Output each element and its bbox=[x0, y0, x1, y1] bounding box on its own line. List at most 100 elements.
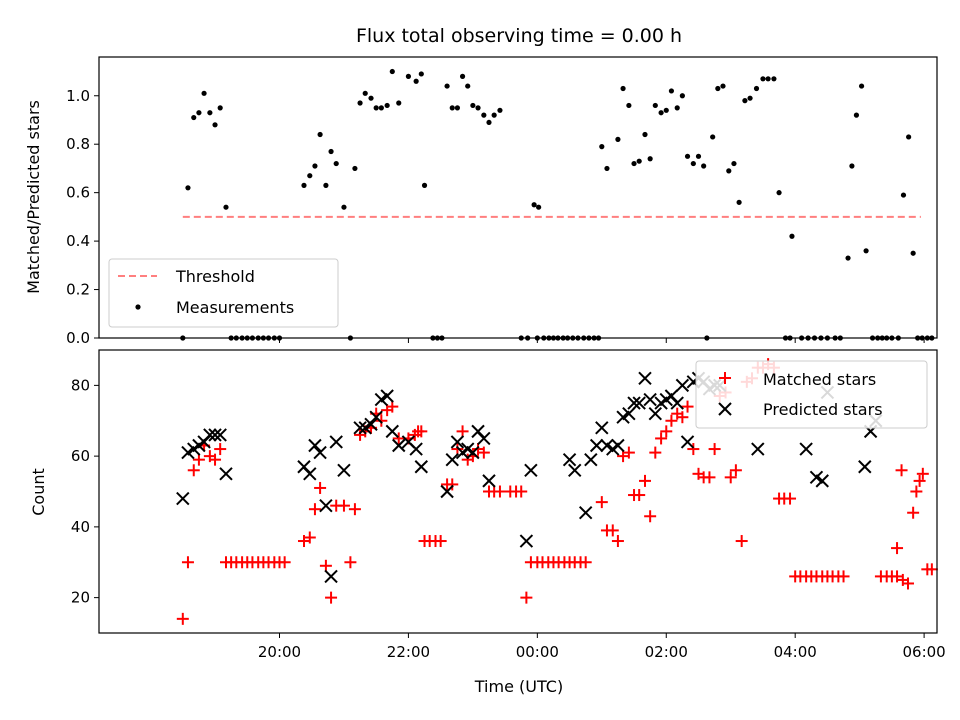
predicted-stars-point bbox=[308, 438, 322, 453]
predicted-stars-point bbox=[611, 438, 625, 453]
measurement-point bbox=[853, 112, 860, 118]
measurement-point bbox=[771, 76, 777, 82]
matched-stars-point bbox=[325, 591, 338, 604]
matched-stars-point bbox=[308, 503, 321, 516]
measurement-point bbox=[454, 105, 461, 111]
measurement-point bbox=[858, 83, 865, 89]
measurement-point bbox=[307, 173, 313, 179]
ratio-legend: Threshold Measurements bbox=[108, 258, 339, 328]
predicted-stars-point bbox=[353, 421, 367, 435]
matched-stars-point bbox=[456, 425, 469, 438]
predicted-stars-point bbox=[176, 491, 190, 506]
predicted-stars-point bbox=[680, 435, 695, 449]
measurement-point bbox=[207, 110, 213, 116]
matched-stars-point bbox=[916, 467, 929, 480]
matched-stars-point bbox=[209, 453, 222, 466]
measurement-point bbox=[201, 90, 207, 96]
matched-stars-point bbox=[515, 485, 528, 498]
measurement-point bbox=[418, 71, 424, 77]
measurement-point bbox=[531, 202, 537, 208]
matched-stars-point bbox=[595, 496, 608, 509]
measurement-point bbox=[317, 131, 323, 138]
predicted-stars-point bbox=[450, 435, 465, 449]
predicted-stars-point bbox=[409, 442, 423, 456]
measurement-point bbox=[604, 165, 610, 172]
predicted-stars-point bbox=[632, 396, 646, 410]
measurement-point bbox=[658, 110, 664, 116]
measurement-point bbox=[368, 95, 374, 101]
predicted-stars-point bbox=[482, 474, 496, 488]
measurement-point bbox=[357, 100, 363, 106]
predicted-stars-point bbox=[385, 424, 400, 439]
matched-stars-legend-swatch bbox=[719, 372, 731, 384]
predicted-stars-point bbox=[751, 442, 765, 456]
measurement-point bbox=[726, 168, 732, 174]
measurement-point bbox=[647, 156, 653, 162]
measurement-point bbox=[475, 105, 481, 111]
predicted-stars-point bbox=[643, 392, 657, 407]
measurement-point bbox=[185, 185, 191, 191]
x-tick-label: 02:00 bbox=[645, 643, 688, 661]
count-y-tick-label: 60 bbox=[71, 447, 90, 465]
predicted-stars-point bbox=[622, 406, 636, 421]
measurement-point bbox=[301, 182, 307, 188]
predicted-stars-point bbox=[414, 460, 429, 474]
matched-stars-point bbox=[375, 414, 388, 427]
predicted-stars-point bbox=[466, 445, 480, 460]
measurement-point bbox=[760, 76, 766, 82]
predicted-stars-point bbox=[303, 467, 317, 481]
count-legend: Matched stars Predicted stars bbox=[695, 360, 928, 429]
x-tick-label: 22:00 bbox=[387, 643, 430, 661]
matched-stars-point bbox=[348, 503, 361, 516]
measurement-point bbox=[396, 100, 402, 106]
predicted-stars-point bbox=[313, 445, 327, 460]
matched-stars-point bbox=[192, 453, 205, 466]
matched-stars-point bbox=[729, 464, 742, 477]
predicted-stars-point bbox=[519, 534, 534, 548]
measurement-point bbox=[720, 83, 726, 89]
predicted-stars-point bbox=[219, 467, 233, 481]
predicted-stars-point bbox=[589, 438, 604, 453]
measurement-point bbox=[849, 163, 855, 169]
matched-stars-series bbox=[176, 358, 938, 625]
ratio-legend-box bbox=[108, 258, 339, 328]
measurement-point bbox=[536, 204, 542, 210]
matched-stars-point bbox=[784, 492, 797, 505]
measurement-point bbox=[191, 114, 197, 121]
predicted-stars-point bbox=[329, 435, 343, 449]
matched-stars-point bbox=[895, 464, 908, 477]
matched-stars-point bbox=[303, 531, 316, 544]
matched-stars-point bbox=[520, 591, 533, 604]
measurement-point bbox=[352, 165, 358, 172]
matched-stars-point bbox=[660, 425, 673, 438]
matched-stars-point bbox=[910, 485, 923, 498]
matched-stars-point bbox=[676, 411, 689, 424]
matched-stars-point bbox=[913, 474, 926, 487]
measurement-point bbox=[863, 248, 869, 254]
predicted-stars-point bbox=[638, 371, 652, 386]
predicted-stars-point bbox=[203, 428, 217, 442]
matched-stars-point bbox=[493, 485, 506, 498]
measurement-point bbox=[444, 83, 450, 89]
measurement-point bbox=[312, 163, 318, 169]
matched-stars-point bbox=[901, 577, 914, 590]
predicted-stars-point bbox=[380, 389, 394, 403]
ratio-y-tick-label: 0.2 bbox=[66, 281, 90, 299]
measurement-point bbox=[615, 136, 621, 142]
matched-stars-point bbox=[187, 464, 200, 477]
measurement-point bbox=[449, 105, 455, 111]
matched-stars-point bbox=[638, 474, 651, 487]
measurement-point bbox=[217, 105, 223, 111]
measurement-point bbox=[620, 85, 626, 92]
matched-stars-point bbox=[681, 400, 694, 413]
predicted-stars-point bbox=[392, 438, 406, 453]
measurement-point bbox=[910, 250, 916, 256]
measurement-point bbox=[674, 105, 680, 111]
ratio-y-tick-label: 0.0 bbox=[66, 329, 90, 347]
measurement-point bbox=[715, 85, 721, 92]
measurement-point bbox=[323, 182, 329, 188]
measurement-point bbox=[362, 90, 368, 96]
matched-stars-point bbox=[579, 556, 592, 569]
measurement-point bbox=[663, 107, 669, 113]
